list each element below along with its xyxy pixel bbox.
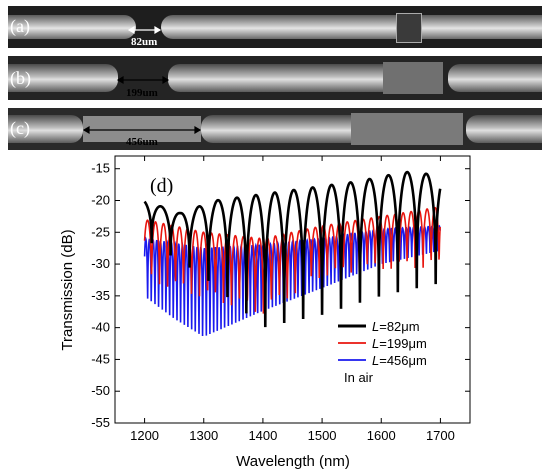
series-line-3: [143, 224, 441, 337]
transmission-chart: 1200 1300 1400 1500 1600 1700 -55 -50 -45 -40 -35 -…: [59, 155, 471, 470]
series-line-2: [143, 206, 441, 314]
x-tick-label: 1400: [248, 428, 277, 443]
legend-note: In air: [344, 370, 374, 385]
arrowhead-c-left: [82, 125, 90, 135]
legend-label-1: L=82μm: [372, 319, 420, 334]
plot-frame: [114, 155, 471, 424]
arrowhead-b-left: [116, 75, 124, 85]
panel-label-c: (c): [10, 118, 30, 138]
series-line-1: [143, 170, 442, 328]
measurement-arrows: [82, 25, 202, 135]
y-tick-label: -20: [91, 193, 110, 208]
cavity-c: [351, 113, 463, 145]
legend-label-2: L=199μm: [372, 336, 427, 351]
fiber-side-c: [466, 115, 542, 143]
panel-label-d: (d): [150, 175, 173, 197]
fiber-left-c: [8, 115, 83, 143]
y-axis-label: Transmission (dB): [59, 229, 76, 350]
x-axis-label: Wavelength (nm): [236, 453, 350, 470]
y-tick-label: -40: [91, 320, 110, 335]
y-tick-label: -45: [91, 351, 110, 366]
fiber-side-a: [400, 15, 542, 39]
fiber-side-b: [448, 64, 542, 92]
panel-label-b: (b): [10, 68, 31, 88]
cavity-a: [396, 13, 422, 43]
y-tick-label: -35: [91, 288, 110, 303]
measurement-label-a: 82um: [131, 36, 158, 48]
x-tick-label: 1500: [308, 428, 337, 443]
micrograph-panel-c: (c) 456um: [8, 108, 542, 150]
axis-ticks: 1200 1300 1400 1500 1600 1700 -55 -50 -45 -40 -35 -…: [91, 156, 470, 443]
measurement-label-b: 199um: [126, 87, 158, 99]
arrowhead-c-right: [194, 125, 202, 135]
fiber-right-c: [201, 115, 351, 143]
legend-label-3: L=456μm: [372, 353, 427, 368]
fiber-right-b: [168, 64, 383, 92]
legend: L=82μm L=199μm L=456μm In air: [338, 319, 427, 385]
cavity-fill-c: [83, 116, 201, 142]
cavity-b: [383, 62, 443, 94]
micrograph-panel-a: (a) 82um: [8, 6, 542, 48]
x-tick-label: 1200: [130, 428, 159, 443]
arrowhead-a-left: [127, 25, 135, 35]
y-tick-label: -25: [91, 224, 110, 239]
x-tick-label: 1700: [426, 428, 455, 443]
fiber-left-b: [8, 64, 118, 92]
y-tick-label: -15: [91, 161, 110, 176]
y-tick-label: -55: [91, 415, 110, 430]
fiber-right-a: [161, 15, 396, 39]
arrowhead-b-right: [162, 75, 170, 85]
x-tick-label: 1300: [189, 428, 218, 443]
arrowhead-a-right: [154, 25, 162, 35]
micrograph-panel-b: (b) 199um: [8, 56, 542, 100]
y-tick-label: -30: [91, 256, 110, 271]
measurement-label-c: 456um: [126, 136, 158, 148]
y-tick-label: -50: [91, 383, 110, 398]
plot-lines: [143, 170, 442, 337]
panel-label-a: (a): [10, 16, 30, 36]
fiber-left-a: [8, 15, 136, 39]
x-tick-label: 1600: [367, 428, 396, 443]
